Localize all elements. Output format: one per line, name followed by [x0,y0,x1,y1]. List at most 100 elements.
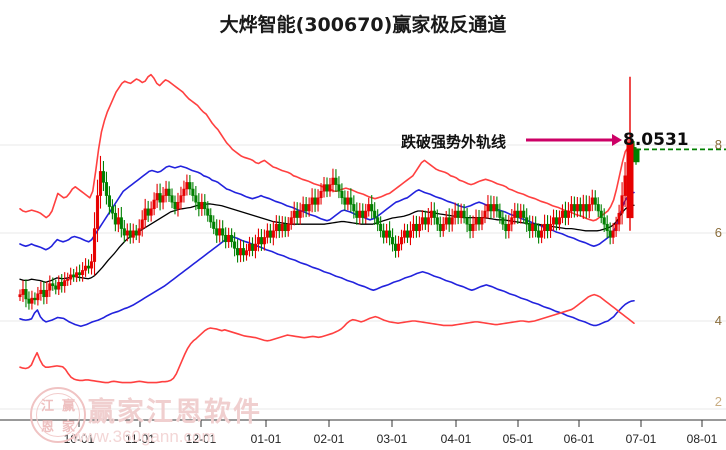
candle-body [563,210,567,218]
candle-body [349,197,353,205]
candle-body [119,217,123,229]
candle-body [614,223,618,232]
x-axis-tick-02-01: 02-01 [313,432,345,446]
candle-body [191,188,195,196]
candle-body [557,217,562,225]
candle-body [188,182,192,190]
candle-body [143,208,147,221]
candle-body [534,223,538,232]
candle-body [271,230,275,238]
candle-body [405,230,410,238]
candle-body [334,177,338,185]
candle-body [289,217,293,225]
candle-body [30,297,34,304]
candle-body [292,210,296,218]
x-axis-tick-04-01: 04-01 [440,432,472,446]
x-axis-tick-01-01: 01-01 [250,432,282,446]
candle-body [236,248,240,256]
candle-body [388,230,392,238]
candle-body [221,228,225,236]
candle-body [402,230,407,238]
candle-body [81,270,85,276]
candle-body [239,248,243,256]
candle-body [197,201,201,210]
x-axis-tick-08-01: 08-01 [686,432,718,446]
candle-body [492,204,496,212]
candle-body [66,278,70,281]
candle-body [331,177,335,185]
x-axis-tick-05-01: 05-01 [502,432,534,446]
y-axis-tick-4: 4 [714,313,722,328]
candle-body [89,261,94,269]
annotation-arrow-head [612,134,622,146]
candle-body [590,197,594,205]
candle-body [75,272,79,278]
candle-body [361,210,365,218]
channel-line-1 [19,165,635,251]
candle-body [116,217,120,225]
candle-body [247,243,252,251]
candle-body [203,201,207,210]
candle-body [158,193,162,203]
candle-body [206,208,210,216]
candle-body [110,206,114,214]
candle-body [268,230,272,238]
candle-body [578,204,582,212]
candle-body [417,223,421,232]
candle-body [480,217,484,225]
candle-body [373,210,377,218]
candle-body [599,210,603,218]
candle-body [352,204,356,212]
candle-body [379,223,383,232]
candle-body [164,188,168,196]
candle-body [391,237,395,245]
candle-body [307,204,311,212]
candle-body [423,217,427,225]
candle-body [548,223,553,232]
y-axis-tick-8: 8 [714,137,722,152]
candle-body [60,282,64,287]
candle-body [346,197,350,205]
candle-body [128,230,132,238]
candle-body [554,217,559,225]
candle-body [468,223,472,232]
candle-body [519,210,523,218]
last-candle-body [626,142,634,219]
candle-body [21,289,25,295]
candle-body [426,217,430,225]
candle-body [322,184,326,192]
candle-body [161,195,165,203]
x-axis-tick-10-01: 10-01 [63,432,95,446]
candle-body [45,289,49,298]
candle-body [489,204,493,212]
candle-body [241,248,246,256]
candle-body [316,197,320,205]
candle-body [313,197,317,205]
candle-body [501,217,505,225]
candle-body [364,210,368,218]
candle-body [319,190,323,199]
x-axis-tick-06-01: 06-01 [563,432,595,446]
candle-body [215,228,219,236]
candle-body [608,230,612,238]
candle-body [149,208,153,216]
candle-body [200,201,204,210]
candle-body [125,230,129,236]
candle-body [295,210,299,218]
candle-body [48,283,52,291]
candle-body [24,289,28,300]
candle-body [301,204,305,212]
candle-body [385,230,389,238]
candle-body [596,204,600,212]
candle-body [525,217,529,225]
candle-body [516,210,520,218]
candle-body [602,217,606,225]
candle-body [394,243,398,251]
candle-body [51,283,55,287]
candle-body [283,223,287,232]
candle-body [358,210,362,218]
candle-body [376,217,380,225]
candle-body [408,230,413,238]
candle-body [462,210,466,218]
